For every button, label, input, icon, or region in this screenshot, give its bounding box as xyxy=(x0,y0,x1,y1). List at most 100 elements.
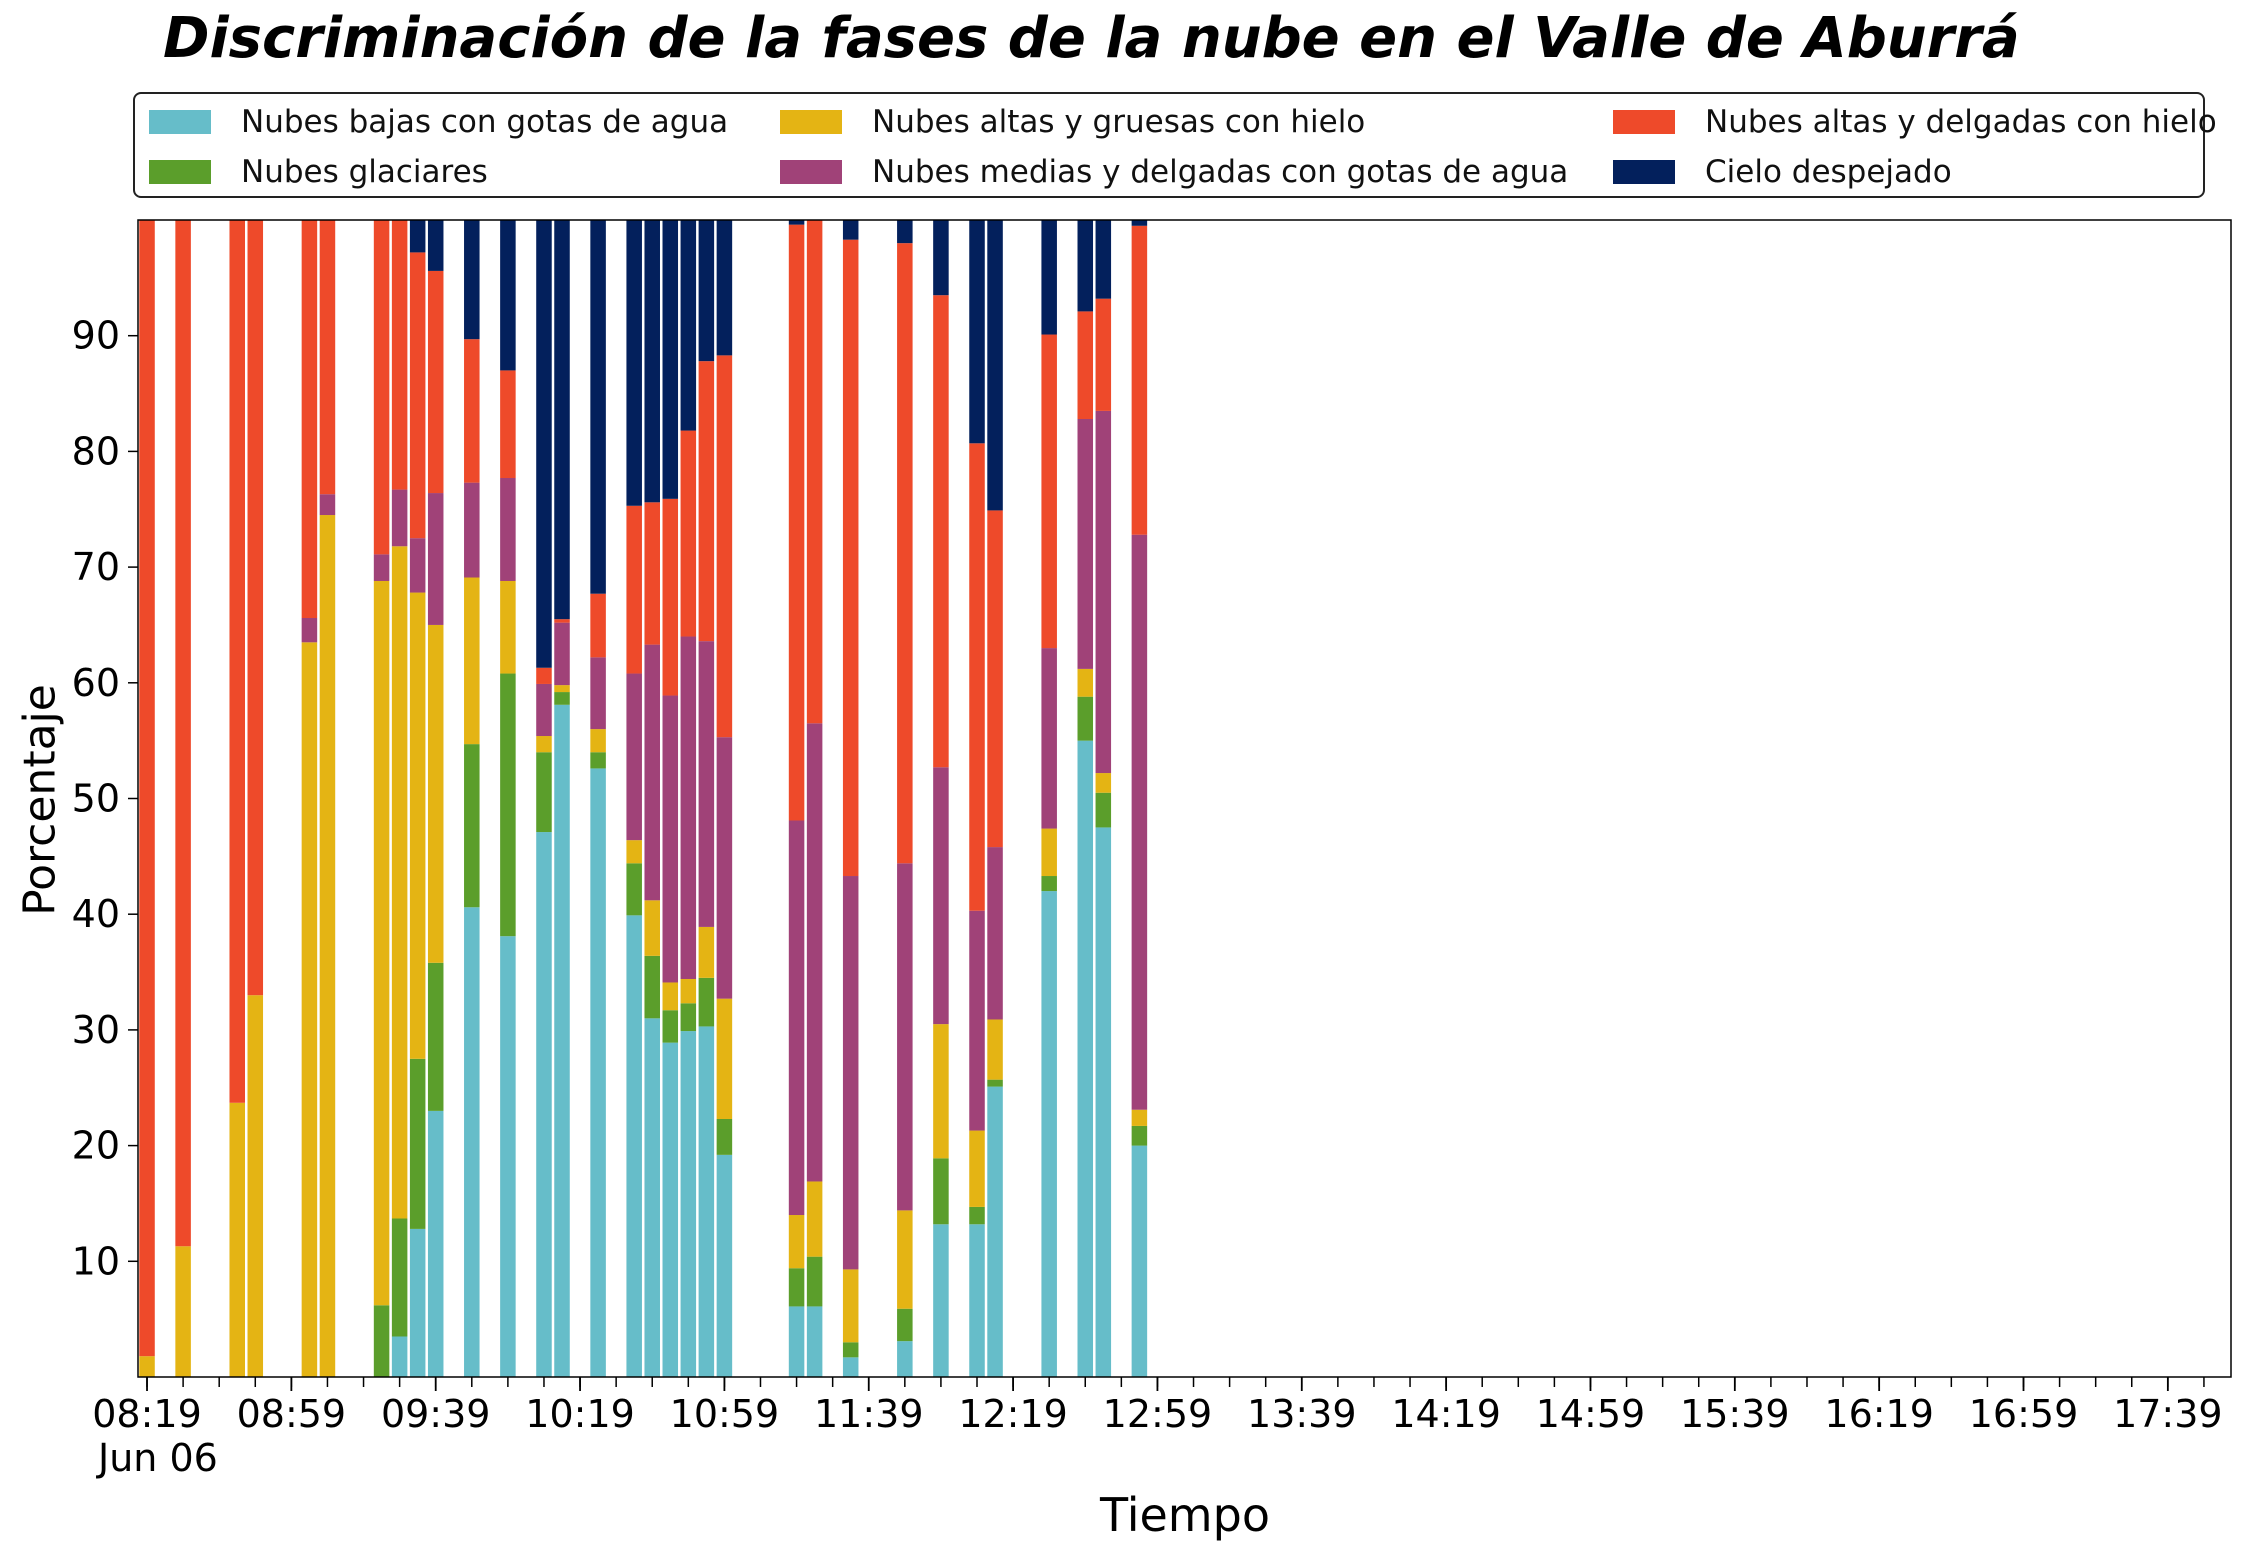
x-tick-label: 14:59 xyxy=(1536,1392,1646,1436)
legend-item-glacial: Nubes glaciares xyxy=(149,152,488,192)
bar-segment xyxy=(536,667,552,684)
bar-segment xyxy=(662,498,679,696)
bar-stack xyxy=(933,220,949,1377)
bar-segment xyxy=(1041,876,1057,892)
legend-label: Nubes glaciares xyxy=(241,154,488,190)
bar-stack xyxy=(391,220,408,1377)
x-tick-label: 17:39 xyxy=(2113,1392,2223,1436)
bar-segment xyxy=(897,1341,913,1377)
bar-segment xyxy=(680,1031,697,1377)
bar-segment xyxy=(427,220,444,271)
bar-segment xyxy=(1131,534,1148,1110)
bar-segment xyxy=(1131,1145,1148,1377)
bar-segment xyxy=(391,220,408,490)
bar-segment xyxy=(987,847,1003,1020)
bar-stack xyxy=(1095,220,1112,1377)
legend-item-mid-thin-water: Nubes medias y delgadas con gotas de agu… xyxy=(780,152,1568,192)
bar-segment xyxy=(590,752,606,769)
bar-segment xyxy=(590,593,606,658)
y-tick-label: 90 xyxy=(72,314,120,358)
bar-segment xyxy=(247,995,264,1377)
bar-segment xyxy=(698,1026,715,1377)
bar-segment xyxy=(698,220,715,362)
bar-segment xyxy=(987,1086,1003,1377)
bar-segment xyxy=(698,361,715,642)
bar-segment xyxy=(409,592,426,1059)
bar-segment xyxy=(1095,410,1112,774)
y-tick-label: 20 xyxy=(72,1124,120,1168)
bar-segment xyxy=(897,243,913,864)
bar-segment xyxy=(842,220,859,240)
bar-segment xyxy=(554,622,570,686)
bar-stack xyxy=(139,220,155,1377)
bar-segment xyxy=(536,683,552,737)
bar-segment xyxy=(806,1256,823,1307)
bar-segment xyxy=(590,657,606,730)
legend-label: Nubes altas y delgadas con hielo xyxy=(1705,104,2217,140)
bar-stack xyxy=(373,220,390,1377)
bar-segment xyxy=(680,1003,697,1032)
bar-stack xyxy=(1131,220,1148,1377)
bar-segment xyxy=(698,926,715,978)
bar-segment xyxy=(464,907,480,1377)
bar-segment xyxy=(590,220,606,594)
plot-frame xyxy=(137,219,2232,1378)
bar-segment xyxy=(806,723,823,1182)
bar-segment xyxy=(969,443,985,911)
bar-segment xyxy=(969,1130,985,1207)
bar-segment xyxy=(680,636,697,979)
bar-segment xyxy=(716,737,733,999)
bar-segment xyxy=(680,220,697,431)
bar-segment xyxy=(987,220,1003,511)
bar-stack xyxy=(427,220,444,1377)
bar-segment xyxy=(536,736,552,753)
legend-label: Nubes altas y gruesas con hielo xyxy=(872,104,1366,140)
bar-segment xyxy=(139,1356,155,1377)
bar-segment xyxy=(788,1306,805,1377)
bar-segment xyxy=(969,220,985,444)
bar-stack xyxy=(842,220,859,1377)
bar-segment xyxy=(1041,220,1057,335)
bar-segment xyxy=(1077,220,1094,312)
bar-segment xyxy=(301,220,318,619)
bar-stack xyxy=(554,220,570,1377)
bar-stack xyxy=(662,220,679,1377)
bar-segment xyxy=(1077,668,1094,697)
bar-segment xyxy=(662,220,679,499)
bar-segment xyxy=(1041,891,1057,1377)
bar-segment xyxy=(500,936,516,1377)
bar-segment xyxy=(1131,220,1148,226)
bar-segment xyxy=(644,220,660,503)
bar-segment xyxy=(464,339,480,483)
bar-segment xyxy=(554,619,570,623)
bar-segment xyxy=(1095,298,1112,411)
bar-segment xyxy=(788,220,805,225)
bar-segment xyxy=(842,876,859,1270)
bar-segment xyxy=(987,510,1003,848)
bar-segment xyxy=(536,832,552,1377)
bar-segment xyxy=(1077,740,1094,1377)
bar-segment xyxy=(373,554,390,581)
bar-segment xyxy=(933,1224,949,1377)
bar-segment xyxy=(987,1079,1003,1087)
bar-segment xyxy=(897,863,913,1211)
legend-item-high-thick-ice: Nubes altas y gruesas con hielo xyxy=(780,102,1365,142)
bar-segment xyxy=(464,220,480,340)
legend-item-high-thin-ice: Nubes altas y delgadas con hielo xyxy=(1613,102,2217,142)
bar-segment xyxy=(1095,773,1112,793)
bar-segment xyxy=(319,220,336,495)
bar-segment xyxy=(536,752,552,833)
bar-segment xyxy=(1077,696,1094,741)
chart-title: Discriminación de la fases de la nube en… xyxy=(163,6,2020,71)
bar-stack xyxy=(319,220,336,1377)
bar-stack xyxy=(247,220,264,1377)
bar-segment xyxy=(1077,419,1094,669)
x-tick-label: 13:39 xyxy=(1247,1392,1357,1436)
bar-segment xyxy=(500,580,516,674)
bar-segment xyxy=(427,962,444,1111)
bar-segment xyxy=(1095,792,1112,828)
bar-segment xyxy=(229,220,245,1103)
bar-segment xyxy=(409,1058,426,1229)
bar-segment xyxy=(716,1154,733,1377)
legend-swatch xyxy=(1613,110,1675,134)
